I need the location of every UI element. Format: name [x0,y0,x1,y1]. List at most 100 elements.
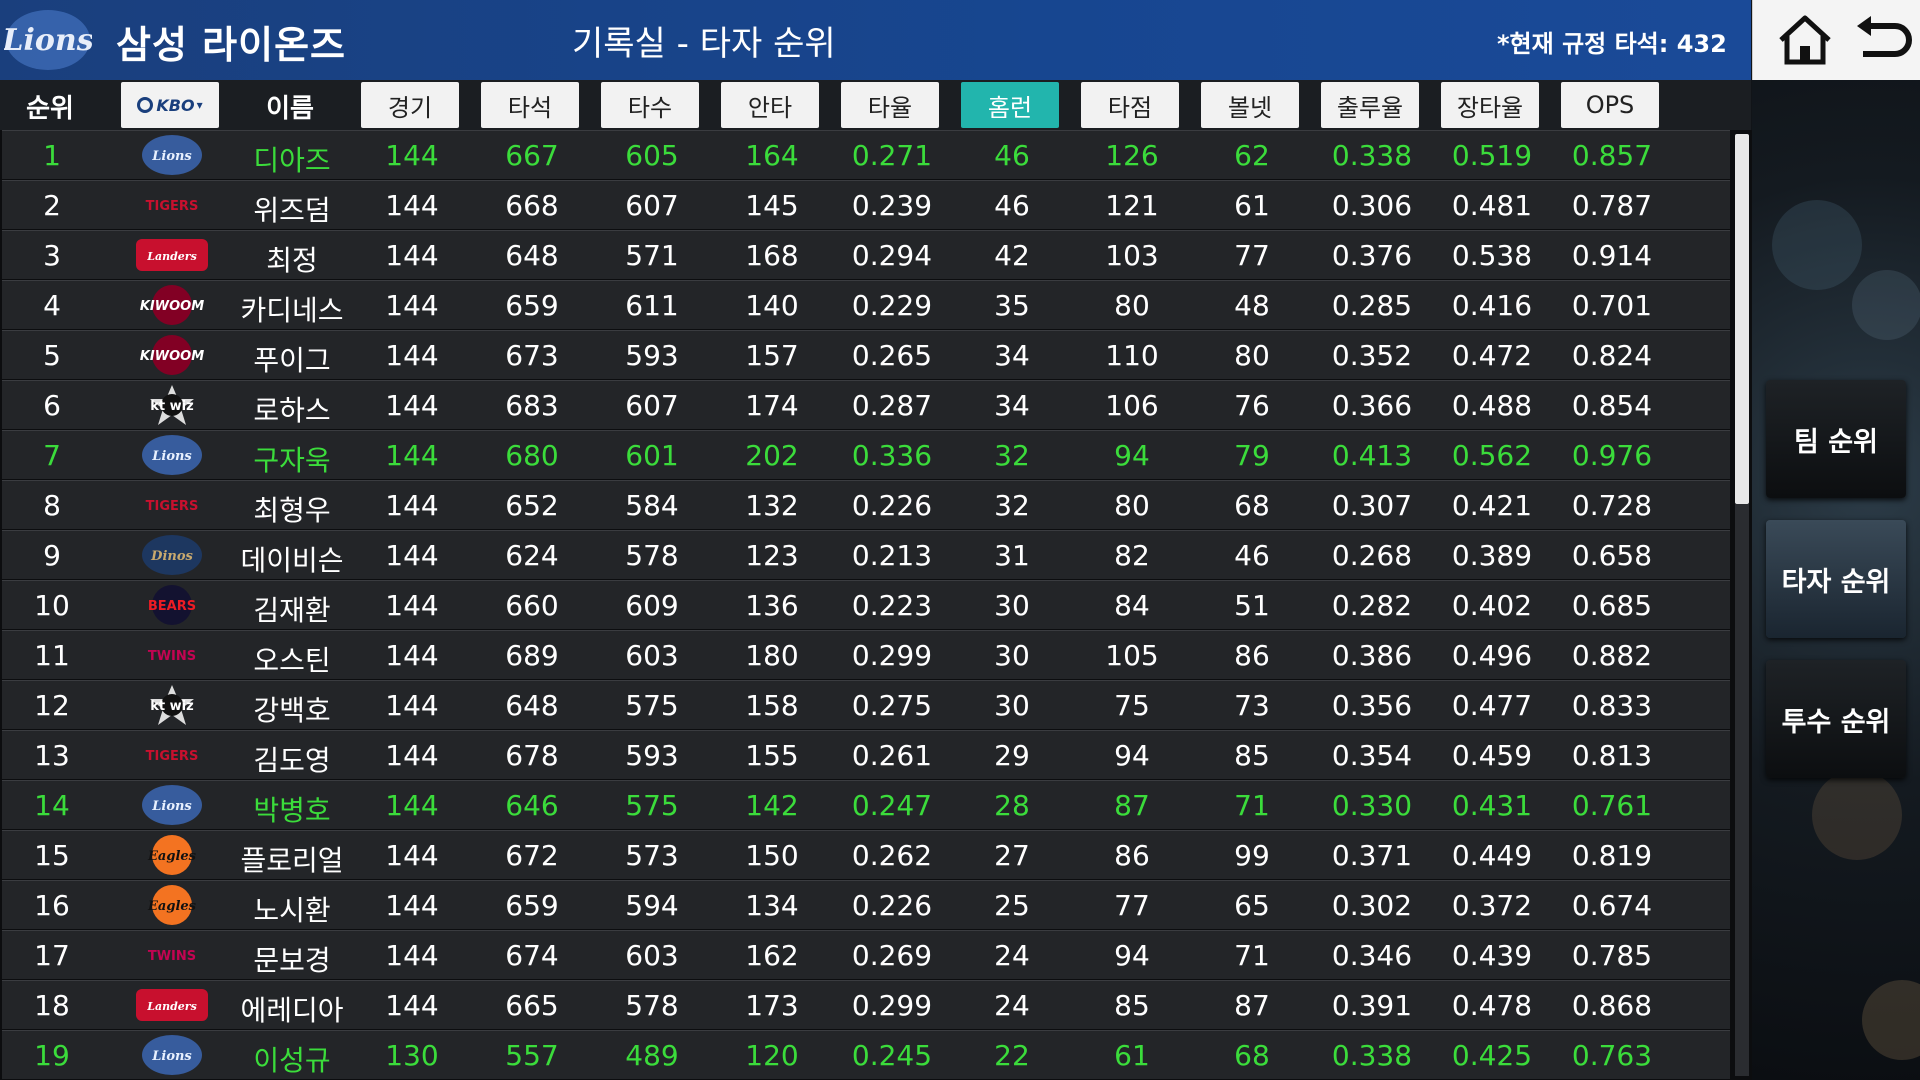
ab-sort-button[interactable]: 타수 [601,82,699,128]
games-sort-button[interactable]: 경기 [361,82,459,128]
player-name-cell[interactable]: 에레디아 [240,994,344,1027]
avg-cell: 0.245 [851,1039,933,1072]
table-row[interactable]: 9 Dinos 데이비슨 144 624 578 123 0.213 31 82 46 0.268 0.… [2,530,1730,579]
hr-sort-button[interactable]: 홈런 [961,82,1059,128]
avg-sort-button[interactable]: 타율 [841,82,939,128]
table-row[interactable]: 10 BEARS 김재환 144 660 609 136 0.223 30 84 51 0.282 0.… [2,580,1730,629]
table-row[interactable]: 15 Eagles 플로리얼 144 672 573 150 0.262 27 86 99 0.371… [2,830,1730,879]
hits-cell: 142 [745,789,799,822]
avg-cell: 0.299 [851,639,933,672]
player-name-cell[interactable]: 최정 [266,244,318,277]
home-icon[interactable] [1773,10,1837,70]
slg-cell: 0.481 [1451,189,1533,222]
player-name-cell[interactable]: 박병호 [253,794,331,827]
table-row[interactable]: 18 Landers 에레디아 144 665 578 173 0.299 24 85 87 0.39… [2,980,1730,1029]
rank-cell: 11 [34,639,70,672]
games-cell: 144 [385,339,439,372]
team-rank-button[interactable]: 팀 순위 [1766,380,1906,498]
hits-sort-button[interactable]: 안타 [721,82,819,128]
back-arrow-icon[interactable] [1849,10,1913,70]
avg-cell: 0.229 [851,289,933,322]
player-name-cell[interactable]: 강백호 [253,694,331,727]
games-cell: 144 [385,839,439,872]
hr-cell: 32 [994,439,1030,472]
team-emblem-text: KIWOOM [140,349,204,364]
table-row[interactable]: 19 Lions 이성규 130 557 489 120 0.245 22 61 68 0.338 0.… [2,1030,1730,1079]
batter-rank-button[interactable]: 타자 순위 [1766,520,1906,638]
obp-cell: 0.307 [1331,489,1413,522]
ops-cell: 0.674 [1571,889,1653,922]
hr-cell: 34 [994,339,1030,372]
slg-sort-button[interactable]: 장타율 [1441,82,1539,128]
player-name-cell[interactable]: 김도영 [253,744,331,777]
table-row[interactable]: 5 KIWOOM 푸이그 144 673 593 157 0.265 34 110 80 0.352 0… [2,330,1730,379]
avg-cell: 0.265 [851,339,933,372]
lions-emblem-icon: Lions [134,1033,210,1077]
slg-cell: 0.538 [1451,239,1533,272]
rbi-cell: 94 [1114,939,1150,972]
table-row[interactable]: 6 kt wiz 로하스 144 683 607 174 0.287 34 106 76 0.366 0… [2,380,1730,429]
dinos-emblem-icon: Dinos [134,533,210,577]
table-row[interactable]: 4 KIWOOM 카디네스 144 659 611 140 0.229 35 80 48 0.285 0… [2,280,1730,329]
player-name-cell[interactable]: 오스틴 [253,644,331,677]
ops-cell: 0.761 [1571,789,1653,822]
rank-cell: 17 [34,939,70,972]
qualify-plate-appearances: *현재 규정 타석: 432 [1497,30,1727,58]
table-row[interactable]: 8 TIGERS 최형우 144 652 584 132 0.226 32 80 68 0.307 0.… [2,480,1730,529]
hits-cell: 150 [745,839,799,872]
player-name-cell[interactable]: 이성규 [253,1044,331,1077]
table-row[interactable]: 1 Lions 디아즈 144 667 605 164 0.271 46 126 62 0.338 0.… [2,130,1730,179]
table-row[interactable]: 16 Eagles 노시환 144 659 594 134 0.226 25 77 65 0.302 0… [2,880,1730,929]
player-name-cell[interactable]: 카디네스 [240,294,344,327]
player-name-cell[interactable]: 푸이그 [253,344,331,377]
ops-cell: 0.854 [1571,389,1653,422]
table-row[interactable]: 2 TIGERS 위즈덤 144 668 607 145 0.239 46 121 61 0.306 0… [2,180,1730,229]
obp-cell: 0.354 [1331,739,1413,772]
player-name-cell[interactable]: 최형우 [253,494,331,527]
player-name-cell[interactable]: 디아즈 [253,144,331,177]
player-name-cell[interactable]: 김재환 [253,594,331,627]
pitcher-rank-button[interactable]: 투수 순위 [1766,660,1906,778]
pa-cell: 665 [505,989,559,1022]
side-panel: 팀 순위 타자 순위 투수 순위 [1752,80,1920,1080]
lions-emblem-icon: Lions [134,133,210,177]
table-row[interactable]: 13 TIGERS 김도영 144 678 593 155 0.261 29 94 85 0.354 0… [2,730,1730,779]
hr-cell: 30 [994,639,1030,672]
ab-cell: 593 [625,339,679,372]
player-name-cell[interactable]: 데이비슨 [240,544,344,577]
table-row[interactable]: 7 Lions 구자욱 144 680 601 202 0.336 32 94 79 0.413 0.5… [2,430,1730,479]
ab-cell: 603 [625,939,679,972]
team-emblem-text: Eagles [147,849,197,864]
rbi-sort-button[interactable]: 타점 [1081,82,1179,128]
team-emblem-text: Dinos [150,549,193,564]
rbi-cell: 94 [1114,439,1150,472]
table-row[interactable]: 12 kt wiz 강백호 144 648 575 158 0.275 30 75 73 0.356 0… [2,680,1730,729]
table-row[interactable]: 14 Lions 박병호 144 646 575 142 0.247 28 87 71 0.330 0.… [2,780,1730,829]
bb-sort-button[interactable]: 볼넷 [1201,82,1299,128]
player-name-cell[interactable]: 플로리얼 [240,844,344,877]
rank-header: 순위 [26,94,74,124]
pa-cell: 659 [505,289,559,322]
ops-sort-button[interactable]: OPS [1561,82,1659,128]
top-nav-buttons [1752,0,1920,80]
player-name-cell[interactable]: 위즈덤 [253,194,331,227]
games-cell: 144 [385,239,439,272]
player-name-cell[interactable]: 문보경 [253,944,331,977]
table-scrollbar[interactable] [1732,130,1752,1080]
table-row[interactable]: 3 Landers 최정 144 648 571 168 0.294 42 103 77 0.376 0… [2,230,1730,279]
slg-cell: 0.416 [1451,289,1533,322]
ops-cell: 0.819 [1571,839,1653,872]
scrollbar-thumb[interactable] [1735,134,1749,504]
player-name-cell[interactable]: 노시환 [253,894,331,927]
slg-cell: 0.449 [1451,839,1533,872]
player-name-cell[interactable]: 로하스 [253,394,331,427]
ab-cell: 584 [625,489,679,522]
obp-sort-button[interactable]: 출루율 [1321,82,1419,128]
team-filter-dropdown[interactable]: KBO ▾ [121,82,219,128]
player-name-cell[interactable]: 구자욱 [253,444,331,477]
table-row[interactable]: 17 TWINS 문보경 144 674 603 162 0.269 24 94 71 0.346 0.… [2,930,1730,979]
table-row[interactable]: 11 TWINS 오스틴 144 689 603 180 0.299 30 105 86 0.386 0… [2,630,1730,679]
hr-cell: 46 [994,189,1030,222]
pa-sort-button[interactable]: 타석 [481,82,579,128]
slg-cell: 0.402 [1451,589,1533,622]
